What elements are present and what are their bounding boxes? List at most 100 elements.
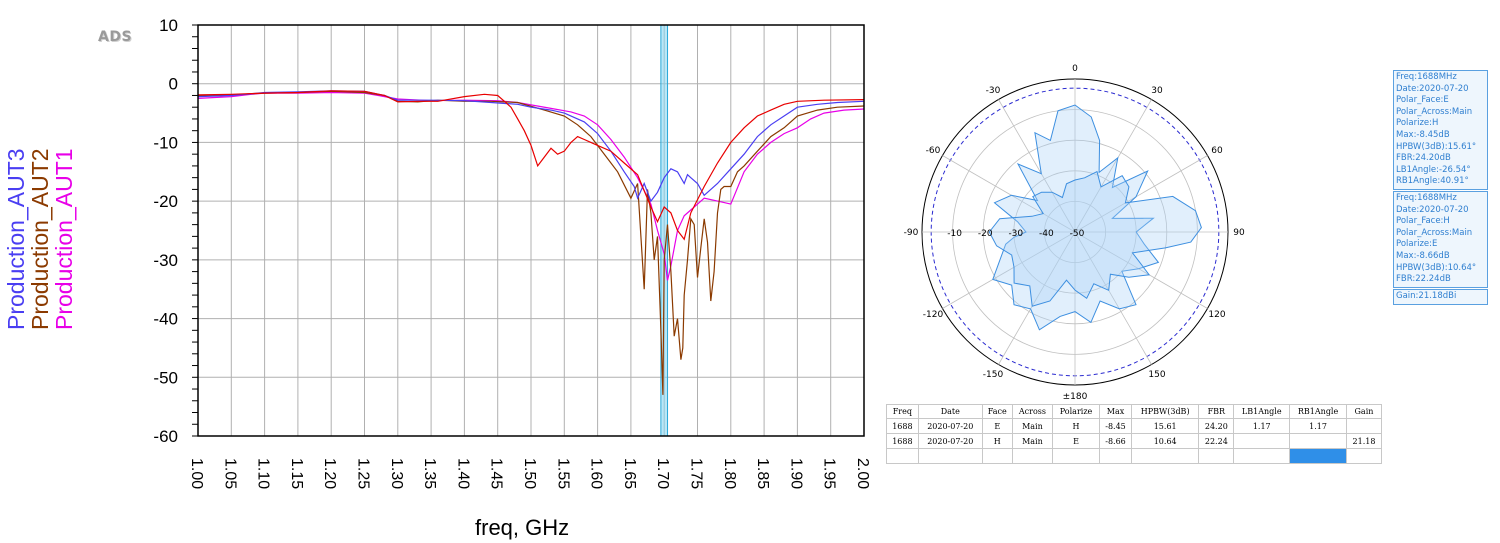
table-cell[interactable] [886,448,919,464]
table-cell[interactable]: 1688 [886,433,919,449]
x-tick-label: 1.40 [454,458,471,489]
table-cell[interactable] [1052,448,1101,464]
legend-aut1: Production_AUT1 [51,148,77,330]
x-axis-title: freq, GHz [475,515,570,540]
table-row[interactable]: 1688 2020-07-20 H Main E -8.66 10.64 22.… [886,433,1383,449]
angle-label: 0 [1072,64,1078,74]
table-row[interactable] [886,448,1383,464]
table-cell[interactable] [981,448,1013,464]
info-line: Max:-8.45dB [1396,129,1450,140]
legend-aut2: Production_AUT2 [27,148,53,330]
radial-label: -30 [1008,229,1023,239]
pattern-lobe [988,170,1202,307]
info-line: Polar_Face:H [1396,216,1450,227]
y-tick-label: -10 [153,133,178,152]
header-cell[interactable]: Date [917,404,983,419]
x-tick-label: 1.30 [388,458,405,489]
radial-label: -40 [1039,229,1054,239]
table-cell[interactable]: 15.61 [1130,418,1200,434]
y-tick-label: -60 [153,427,178,446]
header-cell[interactable]: FBR [1198,404,1235,419]
table-cell[interactable]: Main [1011,418,1054,434]
table-cell[interactable] [917,448,983,464]
table-cell[interactable]: 1.17 [1233,418,1291,434]
angle-label: -150 [983,370,1004,380]
table-cell[interactable]: Main [1011,433,1054,449]
table-cell[interactable]: H [981,433,1013,449]
results-table: Freq Date Face Across Polarize Max HPBW(… [886,404,1383,464]
info-box-e-plane: Freq:1688MHz Date:2020-07-20 Polar_Face:… [1393,70,1488,190]
header-cell[interactable]: HPBW(3dB) [1130,404,1200,419]
y-tick-label: -20 [153,192,178,211]
radial-label: -50 [1070,229,1085,239]
x-tick-label: 1.05 [221,458,238,489]
table-cell[interactable]: 2020-07-20 [917,418,983,434]
table-cell[interactable]: 1.17 [1289,418,1347,434]
table-cell[interactable] [1130,448,1200,464]
x-tick-label: 1.35 [421,458,438,489]
x-tick-label: 1.70 [654,458,671,489]
info-line: Polar_Across:Main [1396,227,1473,238]
table-cell[interactable]: 24.20 [1198,418,1235,434]
table-cell[interactable]: H [1052,418,1101,434]
angle-label: ±180 [1063,392,1088,402]
info-line: HPBW(3dB):10.64° [1396,262,1477,273]
header-cell[interactable]: Across [1011,404,1054,419]
x-tick-label: 1.15 [288,458,305,489]
table-cell[interactable]: 21.18 [1345,433,1383,449]
table-cell[interactable]: 10.64 [1130,433,1200,449]
table-row[interactable]: 1688 2020-07-20 E Main H -8.45 15.61 24.… [886,418,1383,434]
polar-spoke [998,231,1076,365]
info-line: LB1Angle:-26.54° [1396,164,1471,175]
table-cell[interactable] [1099,448,1132,464]
info-line: Polarize:H [1396,118,1439,129]
table-cell[interactable]: -8.45 [1099,418,1132,434]
angle-label: 150 [1148,370,1165,380]
header-cell[interactable]: Face [981,404,1013,419]
x-tick-label: 2.00 [854,458,871,489]
table-cell[interactable]: 2020-07-20 [917,433,983,449]
header-cell[interactable]: Max [1099,404,1132,419]
header-cell[interactable]: RB1Angle [1289,404,1347,419]
x-tick-label: 1.55 [554,458,571,489]
table-cell[interactable] [1198,448,1235,464]
table-cell[interactable]: E [981,418,1013,434]
info-box-h-plane: Freq:1688MHz Date:2020-07-20 Polar_Face:… [1393,191,1488,288]
pattern-lobe [992,104,1160,331]
info-line: Polarize:E [1396,239,1438,250]
header-cell[interactable]: LB1Angle [1233,404,1291,419]
x-tick-label: 1.10 [255,458,272,489]
table-cell[interactable]: -8.66 [1099,433,1132,449]
polar-spoke [1074,231,1152,365]
header-cell[interactable]: Freq [886,404,919,419]
info-line: Freq:1688MHz [1396,193,1457,203]
polar-spoke [942,155,1076,233]
y-tick-label: 10 [159,16,178,35]
info-line: FBR:22.24dB [1396,274,1451,285]
table-cell[interactable] [1289,433,1347,449]
table-cell[interactable] [1345,418,1383,434]
x-tick-label: 1.75 [688,458,705,489]
info-line: Polar_Across:Main [1396,106,1473,117]
table-cell[interactable]: E [1052,433,1101,449]
x-tick-label: 1.50 [521,458,538,489]
angle-label: -60 [926,146,941,156]
x-tick-label: 1.60 [588,458,605,489]
table-cell[interactable] [1233,448,1291,464]
table-cell[interactable]: 22.24 [1198,433,1235,449]
info-line: FBR:24.20dB [1396,153,1451,164]
polar-spoke [1074,155,1208,233]
table-cell[interactable] [1011,448,1054,464]
info-line: Polar_Face:E [1396,95,1449,106]
x-tick-label: 1.85 [754,458,771,489]
info-line: Gain:21.18dBi [1396,291,1457,301]
table-cell[interactable]: 1688 [886,418,919,434]
header-cell[interactable]: Gain [1345,404,1383,419]
table-cell[interactable] [1233,433,1291,449]
table-cell[interactable] [1345,448,1383,464]
radial-label: -20 [978,229,993,239]
header-cell[interactable]: Polarize [1052,404,1101,419]
y-tick-label: -40 [153,310,178,329]
angle-label: 120 [1208,310,1225,320]
selected-table-cell[interactable] [1289,448,1347,464]
